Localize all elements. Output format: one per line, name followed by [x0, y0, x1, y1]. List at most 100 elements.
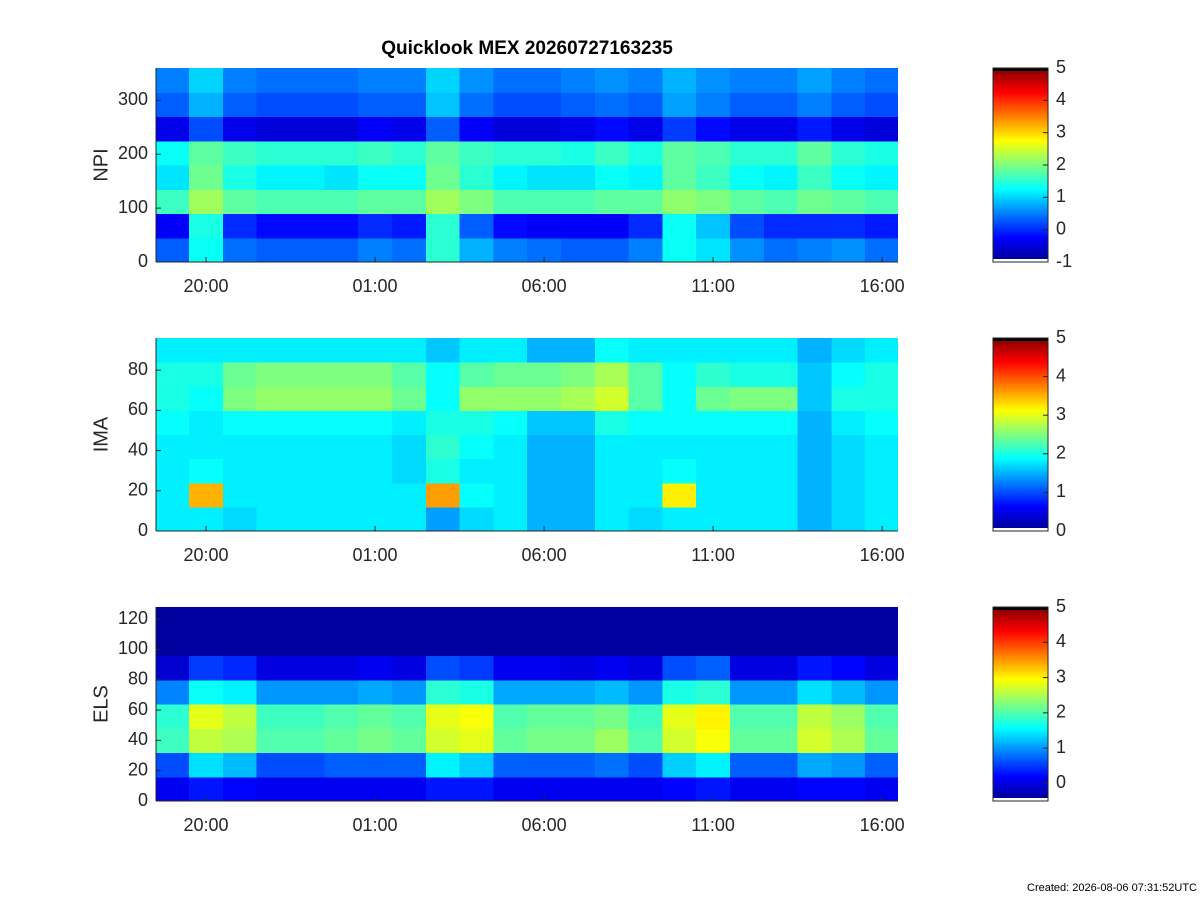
- cell: [358, 140, 393, 166]
- cell: [391, 482, 427, 508]
- cell: [729, 68, 765, 93]
- cell: [560, 116, 596, 142]
- cell: [493, 776, 528, 801]
- cell: [425, 776, 461, 801]
- cell: [290, 752, 325, 778]
- cell: [493, 92, 528, 118]
- cell: [256, 410, 292, 436]
- cell: [459, 607, 494, 632]
- cell: [865, 338, 898, 363]
- cell: [560, 458, 596, 484]
- cell: [324, 728, 359, 754]
- cell: [425, 68, 461, 93]
- cell: [628, 655, 663, 681]
- cell: [865, 458, 898, 484]
- cell: [425, 704, 461, 729]
- cell: [324, 776, 359, 801]
- spectrogram: [156, 338, 898, 531]
- cell: [459, 631, 494, 657]
- cell: [662, 213, 697, 239]
- cell: [527, 434, 562, 460]
- cell: [696, 386, 731, 411]
- colorbar-frame: [992, 337, 1049, 532]
- cell: [662, 338, 697, 363]
- colorbar-tick-label: 5: [1056, 596, 1066, 616]
- cell: [831, 165, 866, 190]
- cell: [156, 631, 190, 657]
- cell: [527, 140, 562, 166]
- cell: [189, 728, 224, 754]
- cell: [865, 607, 898, 632]
- cell: [256, 434, 292, 460]
- cell: [358, 482, 393, 508]
- x-tick-label: 11:00: [691, 545, 735, 565]
- cell: [662, 482, 697, 508]
- cell: [662, 434, 697, 460]
- cell: [696, 752, 731, 778]
- cell: [290, 776, 325, 801]
- cell: [156, 386, 190, 411]
- cell: [493, 458, 528, 484]
- cell: [459, 213, 494, 239]
- cell: [156, 752, 190, 778]
- cell: [662, 386, 697, 411]
- cell: [560, 410, 596, 436]
- colorbar-over: [993, 607, 1048, 610]
- cell: [459, 752, 494, 778]
- cell: [594, 607, 630, 632]
- cell: [594, 92, 630, 118]
- cell: [662, 68, 697, 93]
- cell: [256, 213, 292, 239]
- cell: [594, 410, 630, 436]
- cell: [527, 213, 562, 239]
- cell: [628, 434, 663, 460]
- cell: [391, 410, 427, 436]
- cell: [797, 165, 833, 190]
- cell: [324, 386, 359, 411]
- cell: [729, 362, 765, 387]
- colorbar-under: [993, 259, 1048, 262]
- cell: [459, 92, 494, 118]
- cell: [189, 68, 224, 93]
- cell: [831, 237, 866, 262]
- colorbar-over: [993, 68, 1048, 71]
- cell: [425, 213, 461, 239]
- y-tick-label: 200: [118, 143, 148, 163]
- cell: [290, 728, 325, 754]
- colorbar-tick-label: 2: [1056, 443, 1066, 463]
- cell: [527, 92, 562, 118]
- cell: [865, 140, 898, 166]
- cell: [594, 752, 630, 778]
- cell: [594, 362, 630, 387]
- x-tick-label: 20:00: [184, 815, 229, 835]
- cell: [628, 213, 663, 239]
- y-tick-label: 100: [118, 197, 148, 217]
- x-tick-label: 11:00: [691, 815, 735, 835]
- colorbar-tick-label: 1: [1056, 481, 1066, 501]
- cell: [763, 776, 799, 801]
- cell: [527, 362, 562, 387]
- cell: [831, 506, 866, 531]
- cell: [290, 362, 325, 387]
- cell: [831, 410, 866, 436]
- cell: [696, 631, 731, 657]
- cell: [256, 362, 292, 387]
- cell: [865, 116, 898, 142]
- cell: [459, 458, 494, 484]
- cell: [729, 506, 765, 531]
- cell: [459, 140, 494, 166]
- cell: [324, 68, 359, 93]
- colorbar-frame: [992, 606, 1049, 802]
- cell: [865, 189, 898, 215]
- spectrogram: [156, 607, 898, 801]
- cell: [459, 338, 494, 363]
- cell: [628, 631, 663, 657]
- cell: [459, 776, 494, 801]
- cell: [290, 506, 325, 531]
- cell: [189, 458, 224, 484]
- cell: [560, 362, 596, 387]
- cell: [865, 482, 898, 508]
- cell: [594, 434, 630, 460]
- cell: [222, 237, 258, 262]
- cell: [256, 607, 292, 632]
